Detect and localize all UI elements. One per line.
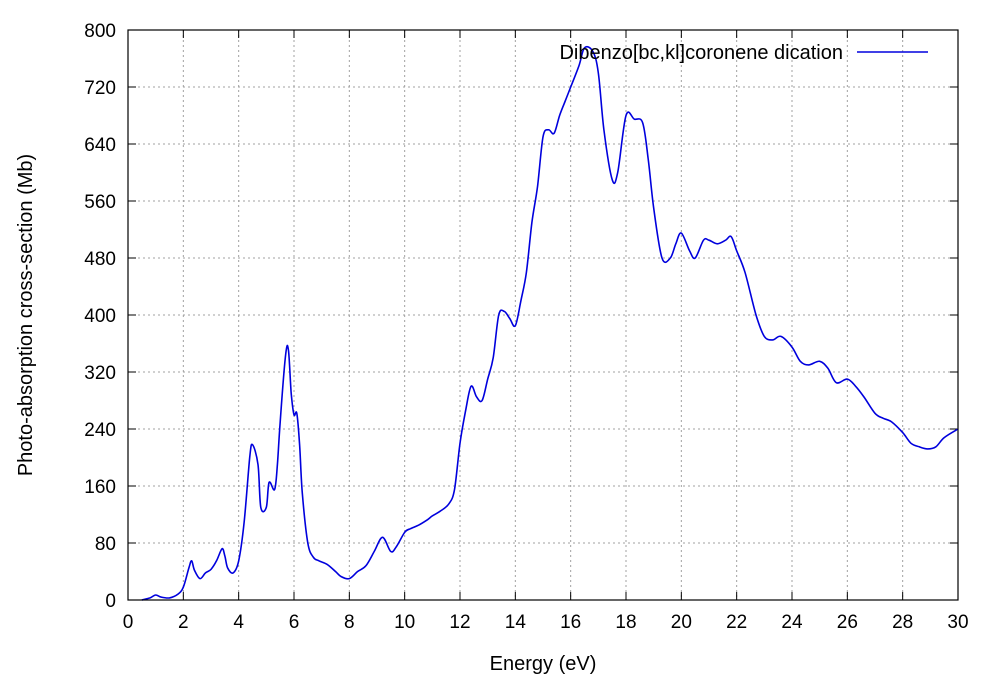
x-tick-label: 6 <box>289 612 300 633</box>
x-tick-label: 22 <box>726 612 747 633</box>
y-tick-label: 240 <box>84 420 116 441</box>
x-axis-title: Energy (eV) <box>490 653 597 675</box>
x-tick-labels: 0 2 4 6 8 10 12 14 16 18 20 22 24 26 28 30 <box>123 612 969 633</box>
x-tick-label: 26 <box>837 612 858 633</box>
series-line <box>141 45 959 601</box>
x-tick-label: 14 <box>505 612 527 633</box>
y-tick-label: 720 <box>84 78 116 99</box>
x-tick-label: 10 <box>394 612 415 633</box>
y-tick-label: 160 <box>84 477 116 498</box>
x-tick-label: 30 <box>947 612 968 633</box>
y-tick-label: 640 <box>84 135 116 156</box>
x-tick-label: 12 <box>449 612 470 633</box>
legend-label: Dibenzo[bc,kl]coronene dication <box>559 42 843 64</box>
legend: Dibenzo[bc,kl]coronene dication <box>559 42 928 64</box>
series-layer <box>141 45 959 601</box>
x-tick-label: 20 <box>671 612 692 633</box>
x-tick-label: 0 <box>123 612 134 633</box>
x-tick-label: 2 <box>178 612 189 633</box>
plot-frame <box>127 29 959 601</box>
x-tick-label: 28 <box>892 612 913 633</box>
y-tick-label: 320 <box>84 363 116 384</box>
y-tick-label: 560 <box>84 192 116 213</box>
y-tick-label: 0 <box>105 591 116 612</box>
y-tick-labels: 0 80 160 240 320 400 480 560 640 720 800 <box>84 21 116 612</box>
x-tick-label: 24 <box>781 612 803 633</box>
y-tick-label: 80 <box>95 534 116 555</box>
x-tick-label: 16 <box>560 612 581 633</box>
y-tick-label: 800 <box>84 21 116 42</box>
y-tick-label: 480 <box>84 249 116 270</box>
x-tick-label: 18 <box>615 612 636 633</box>
y-tick-label: 400 <box>84 306 116 327</box>
y-axis-title: Photo-absorption cross-section (Mb) <box>15 154 37 476</box>
x-tick-label: 8 <box>344 612 355 633</box>
x-tick-label: 4 <box>233 612 244 633</box>
grid-lines <box>128 30 958 600</box>
